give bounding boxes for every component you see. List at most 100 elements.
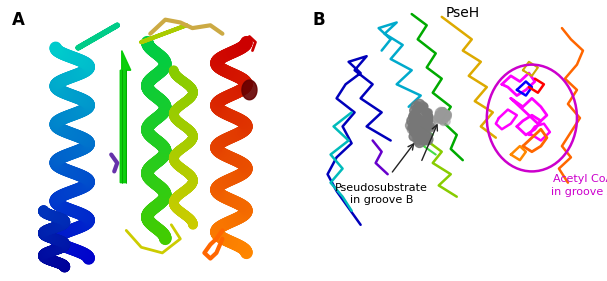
Point [425, 124, 435, 128]
Point [426, 122, 435, 126]
Point [437, 112, 447, 117]
Point [412, 106, 422, 110]
Point [440, 116, 450, 121]
Text: Pseudosubstrate
in groove B: Pseudosubstrate in groove B [335, 183, 428, 205]
Point [419, 123, 429, 127]
Point [409, 134, 418, 139]
Point [407, 118, 416, 122]
Text: Acetyl CoA
in groove A: Acetyl CoA in groove A [551, 174, 607, 197]
Point [415, 131, 425, 136]
Point [415, 132, 424, 137]
Point [413, 116, 423, 120]
Point [413, 105, 423, 109]
Point [415, 116, 424, 121]
Point [419, 136, 429, 141]
Point [406, 126, 416, 131]
Point [415, 119, 425, 123]
Point [419, 135, 429, 140]
Point [423, 109, 433, 114]
Point [422, 116, 432, 121]
Point [433, 114, 443, 118]
Point [407, 118, 416, 122]
Point [433, 115, 443, 120]
Point [408, 114, 418, 119]
Point [435, 112, 445, 117]
Point [441, 114, 451, 118]
Point [421, 110, 431, 114]
Point [412, 120, 422, 124]
Point [435, 109, 444, 114]
Point [423, 132, 433, 136]
Point [418, 137, 427, 142]
Point [413, 129, 422, 133]
Point [406, 124, 416, 128]
Point [441, 118, 450, 123]
Point [412, 121, 422, 126]
Point [416, 121, 426, 125]
Point [421, 123, 430, 127]
Point [438, 116, 447, 120]
Point [415, 108, 424, 113]
Point [419, 140, 429, 144]
Point [417, 126, 427, 131]
Point [409, 110, 418, 115]
Point [413, 128, 422, 133]
Point [415, 131, 425, 135]
Text: PseH: PseH [446, 6, 480, 20]
Point [436, 109, 446, 113]
Point [441, 112, 451, 116]
Point [439, 114, 449, 119]
Point [418, 127, 427, 132]
Point [421, 112, 430, 117]
Point [439, 118, 449, 123]
Point [413, 137, 423, 142]
Point [436, 109, 446, 113]
Point [413, 124, 423, 129]
Point [421, 133, 430, 138]
Point [415, 125, 425, 129]
Point [415, 124, 425, 128]
Point [438, 110, 448, 115]
Point [415, 140, 424, 145]
Point [435, 110, 444, 114]
Point [422, 116, 432, 120]
Point [422, 133, 432, 138]
Point [435, 116, 444, 121]
Point [436, 111, 446, 115]
Point [412, 104, 421, 108]
Point [416, 135, 426, 140]
Polygon shape [242, 80, 257, 100]
Point [412, 115, 421, 119]
Point [415, 102, 424, 106]
Point [419, 119, 429, 124]
Point [419, 115, 429, 120]
Point [409, 114, 418, 118]
Point [409, 119, 418, 124]
Point [423, 110, 433, 114]
Point [419, 103, 429, 108]
Point [437, 118, 447, 123]
Point [408, 122, 418, 127]
Polygon shape [120, 51, 131, 183]
Point [438, 119, 447, 123]
Point [422, 120, 432, 124]
Point [415, 110, 425, 115]
Point [442, 114, 452, 118]
Point [422, 113, 432, 117]
Point [409, 124, 418, 129]
Point [416, 129, 426, 133]
Point [407, 125, 417, 129]
Point [421, 110, 431, 115]
Point [419, 125, 429, 130]
Point [439, 111, 449, 115]
Text: A: A [12, 11, 25, 29]
Point [405, 123, 415, 128]
Point [417, 119, 427, 123]
Point [432, 117, 442, 121]
Point [432, 111, 442, 115]
Point [408, 117, 418, 121]
Point [412, 115, 421, 120]
Point [412, 108, 421, 113]
Point [433, 113, 443, 117]
Point [441, 113, 451, 117]
